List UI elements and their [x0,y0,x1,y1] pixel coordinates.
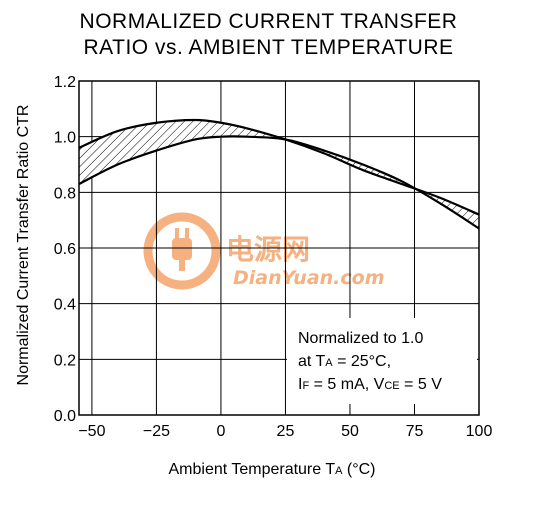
y-tick-label: 0.0 [54,408,76,425]
x-tick-label: 25 [277,423,295,440]
x-tick-label: 0 [216,423,225,440]
y-tick-label: 0.8 [54,185,76,202]
watermark-logo-ring [143,212,221,290]
y-tick-label: 1.2 [54,74,76,91]
watermark-cn-text: 电源网 [226,233,310,266]
y-tick-label: 0.2 [54,352,76,369]
x-tick-label: −25 [143,423,170,440]
plug-icon [172,228,192,271]
y-tick-label: 0.4 [54,297,76,314]
y-tick-label: 0.6 [54,241,76,258]
plot-frame [78,80,480,416]
series-upper-line [78,118,480,216]
series-lower-line [78,135,480,230]
watermark: 电源网 DianYuan.com [143,212,385,290]
x-tick-label: 75 [406,423,424,440]
annotation-line-1: Normalized to 1.0 [298,330,423,347]
x-tick-labels: −50 −25 0 25 50 75 100 [78,423,492,440]
y-axis-label: Normalized Current Transfer Ratio CTR [15,105,32,386]
chart-title-line-1: NORMALIZED CURRENT TRANSFER [79,10,458,33]
chart-title-line-2: RATIO vs. AMBIENT TEMPERATURE [83,36,454,59]
annotation-box [287,318,477,404]
x-tick-label: 100 [466,423,493,440]
annotation-line-2: at TA = 25°C, [298,353,391,370]
x-tick-label: −50 [78,423,105,440]
watermark-en-text: DianYuan.com [233,267,385,289]
annotation-line-3: IF = 5 mA, VCE = 5 V [298,376,442,393]
x-tick-label: 50 [341,423,359,440]
y-tick-label: 1.0 [54,130,76,147]
y-tick-labels: 0.0 0.2 0.4 0.6 0.8 1.0 1.2 [54,74,76,425]
x-axis-label: Ambient Temperature TA (°C) [168,461,375,478]
